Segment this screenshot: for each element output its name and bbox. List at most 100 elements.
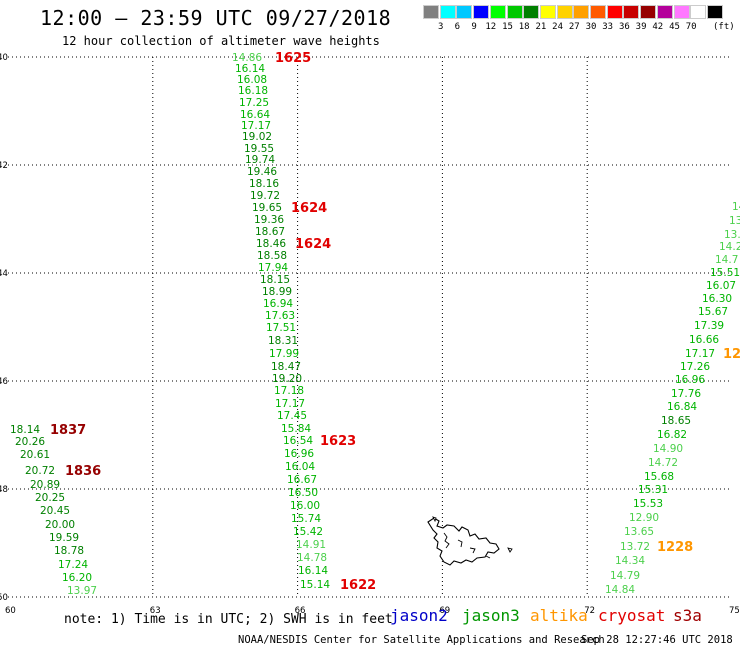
swh-value: 16.00 [290, 500, 320, 512]
swh-value: 14.7 [715, 254, 738, 266]
colorbar-label: 21 [535, 22, 547, 32]
legend-cryosat: cryosat [598, 606, 666, 625]
swh-value: 14.72 [648, 457, 678, 469]
swh-value: 18.15 [260, 274, 290, 286]
colorbar-swatch [590, 5, 606, 19]
island-detail [443, 532, 491, 559]
swh-value: 19.46 [247, 166, 277, 178]
swh-value: 13. [729, 215, 740, 227]
swh-value: 18.31 [268, 335, 298, 347]
colorbar-swatch [539, 5, 556, 19]
lat-tick-label: -48 [0, 485, 8, 495]
lon-tick-label: 63 [150, 606, 161, 616]
colorbar-swatch [706, 5, 723, 19]
colorbar-swatch [656, 5, 673, 19]
swh-value: 16.18 [238, 85, 268, 97]
lon-tick-label: 60 [5, 606, 16, 616]
pass-time-label: 1625 [275, 51, 311, 66]
swh-value: 18.78 [54, 545, 84, 557]
swh-value: 16.96 [675, 374, 705, 386]
swh-value: 12.90 [629, 512, 659, 524]
lon-tick-label: 69 [439, 606, 450, 616]
colorbar-label: 27 [568, 22, 580, 32]
swh-value: 16.54 [283, 435, 313, 447]
swh-value: 16.64 [240, 109, 270, 121]
swh-value: 14.86 [232, 52, 262, 64]
swh-value: 17.63 [265, 310, 295, 322]
swh-value: 16.96 [284, 448, 314, 460]
swh-value: 14.91 [296, 539, 326, 551]
swh-value: 18.47 [271, 361, 301, 373]
swh-value: 16.82 [657, 429, 687, 441]
swh-value: 15.14 [300, 579, 330, 591]
swh-value: 16.50 [288, 487, 318, 499]
swh-value: 20.00 [45, 519, 75, 531]
swh-value: 16.20 [62, 572, 92, 584]
swh-value: 18.99 [262, 286, 292, 298]
legend-jason3: jason3 [462, 606, 520, 625]
swh-value: 17.26 [680, 361, 710, 373]
swh-value: 17.51 [266, 322, 296, 334]
swh-value: 17.25 [239, 97, 269, 109]
swh-value: 18.16 [249, 178, 279, 190]
colorbar-swatch [489, 5, 506, 19]
swh-value: 17.45 [277, 410, 307, 422]
swh-value: 16.14 [298, 565, 328, 577]
swh-value: 16.14 [235, 63, 265, 75]
swh-value: 16.94 [263, 298, 293, 310]
colorbar-swatch [690, 5, 707, 19]
swh-value: 14.78 [297, 552, 327, 564]
colorbar-label: 45 [669, 22, 680, 32]
colorbar-swatch [673, 5, 690, 19]
swh-value: 17.17 [275, 398, 305, 410]
swh-value: 16.07 [706, 280, 736, 292]
swh-value: 15.31 [638, 484, 668, 496]
swh-value: 20.61 [20, 449, 50, 461]
swh-value: 17.94 [258, 262, 288, 274]
legend-jason2: jason2 [390, 606, 448, 625]
swh-value: 19.59 [49, 532, 79, 544]
swh-value: 18.65 [661, 415, 691, 427]
swh-value: 17.18 [274, 385, 304, 397]
swh-value: 14.79 [610, 570, 640, 582]
swh-value: 18.14 [10, 424, 40, 436]
colorbar-label: 15 [502, 22, 513, 32]
swh-value: 17.76 [671, 388, 701, 400]
swh-value: 15.53 [633, 498, 663, 510]
swh-value: 19.02 [242, 131, 272, 143]
swh-value: 14.90 [653, 443, 683, 455]
map-title: 12:00 – 23:59 UTC 09/27/2018 [40, 6, 392, 30]
swh-value: 14. [732, 201, 740, 213]
swh-value: 14.34 [615, 555, 645, 567]
colorbar-swatch [456, 5, 473, 19]
colorbar-swatch [623, 5, 640, 19]
colorbar-swatch [423, 5, 439, 19]
pass-time-label: 1622 [340, 578, 376, 593]
swh-value: 19.72 [250, 190, 280, 202]
colorbar-label: 30 [585, 22, 597, 32]
colorbar-label: 24 [552, 22, 564, 32]
swh-value: 16.67 [287, 474, 317, 486]
colorbar-swatch [523, 5, 540, 19]
swh-value: 20.26 [15, 436, 45, 448]
footer-timestamp: Sep 28 12:27:46 UTC 2018 [581, 634, 733, 646]
swh-value: 13.72 [620, 541, 650, 553]
swh-value: 16.08 [237, 74, 267, 86]
swh-value: 15.84 [281, 423, 311, 435]
swh-value: 16.84 [667, 401, 697, 413]
swh-value: 17.99 [269, 348, 299, 360]
island-outline [427, 517, 500, 566]
swh-value: 16.04 [285, 461, 315, 473]
swh-value: 20.72 [25, 465, 55, 477]
swh-value: 15.51 [710, 267, 740, 279]
pass-time-label: 1623 [320, 434, 356, 449]
colorbar-swatch [506, 5, 523, 19]
swh-value: 13.97 [67, 585, 97, 597]
swh-value: 16.30 [702, 293, 732, 305]
colorbar-swatch [573, 5, 590, 19]
swh-value: 13. [724, 229, 740, 241]
islet-outline [432, 516, 513, 553]
colorbar-label: 3 [437, 22, 444, 32]
lon-tick-label: 66 [295, 606, 306, 616]
